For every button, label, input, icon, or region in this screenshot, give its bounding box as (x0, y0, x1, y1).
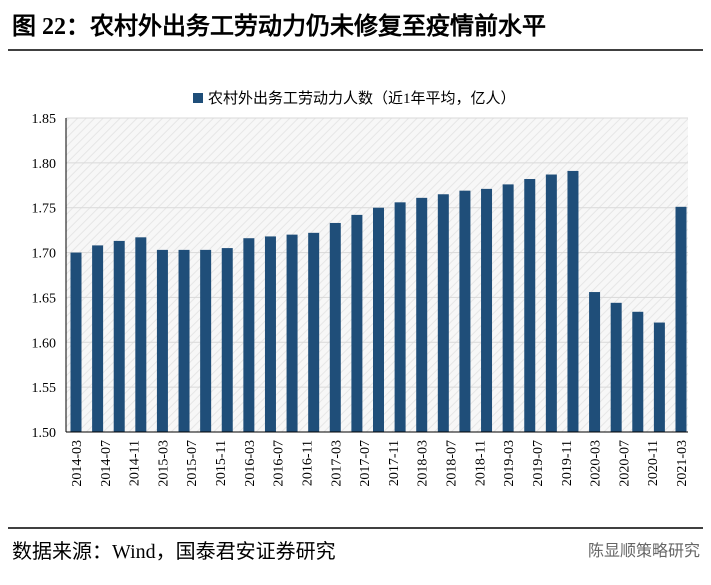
source: 数据来源：Wind，国泰君安证券研究 (12, 540, 336, 563)
x-tick-label: 2020-11 (646, 440, 661, 486)
bar (113, 240, 125, 432)
y-tick-label: 1.55 (32, 381, 57, 396)
x-tick-label: 2017-11 (387, 440, 402, 486)
watermark: 陈显顺策略研究 (588, 541, 700, 560)
x-tick-label: 2020-07 (617, 440, 632, 487)
y-tick-label: 1.75 (32, 202, 57, 217)
x-tick-label: 2021-03 (675, 440, 690, 487)
bar (200, 249, 212, 432)
x-tick-label: 2014-03 (70, 440, 85, 487)
bar (437, 194, 449, 432)
bar (502, 184, 514, 432)
bar (545, 174, 557, 432)
x-tick-label: 2019-11 (560, 440, 575, 486)
bar (567, 170, 579, 432)
y-tick-label: 1.65 (32, 291, 57, 306)
bar (221, 248, 233, 432)
bar (373, 207, 384, 432)
x-tick-label: 2015-03 (156, 440, 171, 487)
x-tick-label: 2016-07 (272, 440, 287, 487)
x-tick-label: 2018-11 (473, 440, 488, 486)
bar (351, 214, 363, 432)
bar (632, 311, 644, 432)
y-tick-label: 1.70 (32, 247, 57, 262)
bar (264, 236, 276, 432)
bar (416, 197, 428, 432)
x-tick-label: 2020-03 (589, 440, 604, 487)
x-tick-label: 2016-03 (243, 440, 258, 487)
x-tick-label: 2019-03 (502, 440, 517, 487)
bar (653, 322, 665, 432)
bar (243, 238, 255, 432)
x-tick-label: 2018-07 (445, 440, 460, 487)
bar (70, 252, 82, 432)
y-tick-label: 1.80 (32, 157, 57, 172)
x-tick-label: 2015-11 (214, 440, 229, 486)
x-tick-label: 2014-07 (99, 440, 114, 487)
bar (394, 202, 406, 432)
title: 图 22：农村外出务工劳动力仍未修复至疫情前水平 (12, 12, 546, 40)
legend-label: 农村外出务工劳动力人数（近1年平均，亿人） (208, 90, 516, 107)
y-tick-label: 1.85 (32, 112, 57, 127)
x-tick-label: 2018-03 (416, 440, 431, 487)
bar (524, 179, 536, 432)
bar (92, 245, 104, 432)
bar (481, 188, 493, 432)
x-tick-label: 2016-11 (300, 440, 315, 486)
bar (178, 249, 190, 432)
bar (610, 302, 622, 432)
x-tick-label: 2014-11 (128, 440, 143, 486)
y-tick-label: 1.50 (32, 426, 57, 441)
bar (135, 237, 147, 432)
bar (329, 222, 341, 432)
bar (286, 234, 298, 432)
bar (589, 292, 601, 432)
bar (156, 249, 168, 432)
bar (675, 206, 687, 432)
bar (459, 190, 471, 432)
x-tick-label: 2017-07 (358, 440, 373, 487)
x-tick-label: 2015-07 (185, 440, 200, 487)
y-tick-label: 1.60 (32, 336, 57, 351)
bar (308, 232, 320, 432)
x-tick-label: 2017-03 (329, 440, 344, 487)
legend-swatch (193, 93, 203, 103)
x-tick-label: 2019-07 (531, 440, 546, 487)
